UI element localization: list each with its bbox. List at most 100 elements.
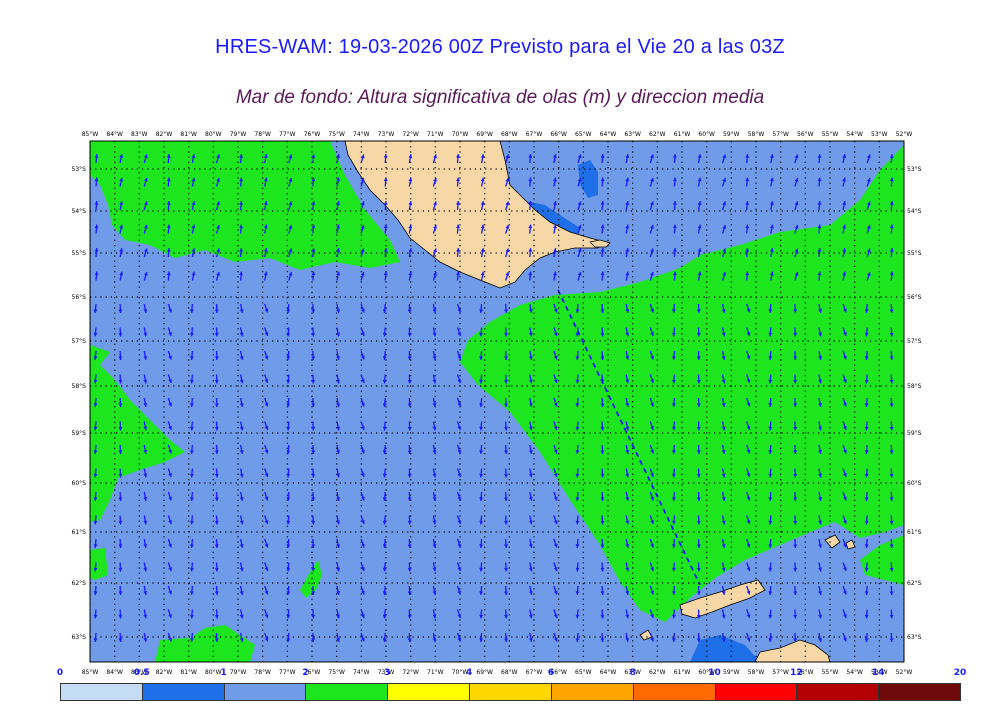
direction-arrow	[649, 585, 654, 595]
direction-arrow	[479, 491, 484, 502]
direction-arrow	[143, 585, 148, 595]
direction-arrow	[214, 397, 219, 408]
latitude-label-right: 56°S	[907, 294, 922, 301]
direction-arrow	[625, 562, 630, 572]
direction-arrow	[768, 515, 773, 525]
direction-arrow	[167, 421, 172, 431]
direction-arrow	[889, 562, 894, 572]
direction-arrow	[382, 632, 387, 643]
direction-arrow	[383, 224, 388, 234]
longitude-label-top: 80°W	[205, 131, 222, 138]
direction-arrow	[214, 538, 219, 549]
direction-arrow	[263, 248, 268, 258]
direction-arrow	[866, 154, 871, 164]
direction-arrow	[190, 468, 194, 478]
direction-arrow	[336, 350, 340, 360]
direction-arrow	[407, 538, 412, 549]
direction-arrow	[407, 327, 412, 337]
direction-arrow	[286, 350, 291, 361]
longitude-label-top: 77°W	[279, 131, 296, 138]
direction-arrow	[528, 397, 533, 407]
direction-arrow	[382, 421, 387, 431]
direction-arrow	[600, 491, 605, 502]
direction-arrow	[889, 515, 894, 525]
direction-arrow	[746, 303, 751, 313]
direction-arrow	[407, 632, 412, 643]
longitude-label-top: 53°W	[871, 131, 888, 138]
direction-arrow	[286, 303, 291, 314]
direction-arrow	[672, 303, 676, 314]
direction-arrow	[600, 350, 605, 361]
direction-arrow	[649, 374, 654, 384]
direction-arrow	[190, 585, 194, 596]
direction-arrow	[575, 327, 580, 337]
direction-arrow	[649, 248, 654, 258]
direction-arrow	[768, 303, 773, 314]
direction-arrow	[407, 491, 412, 502]
longitude-label-top: 59°W	[723, 131, 740, 138]
longitude-label-bottom: 72°W	[402, 669, 419, 676]
direction-arrow	[553, 468, 558, 478]
direction-arrow	[143, 177, 148, 187]
direction-arrow	[93, 327, 98, 337]
direction-arrow	[239, 303, 244, 313]
direction-arrow	[528, 632, 533, 642]
direction-arrow	[264, 609, 269, 619]
direction-arrow	[191, 201, 196, 211]
direction-arrow	[793, 468, 798, 478]
direction-arrow	[575, 538, 580, 549]
latitude-label-right: 63°S	[907, 634, 922, 641]
direction-arrow	[504, 515, 508, 525]
swell-zone-2-3m-southeast	[860, 535, 904, 585]
direction-arrow	[383, 153, 388, 164]
direction-arrow	[600, 515, 605, 525]
direction-arrow	[504, 397, 508, 408]
direction-arrow	[215, 177, 220, 187]
direction-arrow	[600, 200, 605, 211]
direction-arrow	[456, 632, 462, 642]
direction-arrow	[286, 515, 291, 525]
latitude-label-right: 62°S	[907, 580, 922, 587]
direction-arrow	[649, 468, 654, 478]
longitude-label-bottom: 64°W	[600, 669, 617, 676]
direction-arrow	[360, 609, 365, 619]
direction-arrow	[264, 327, 269, 337]
direction-arrow	[504, 632, 508, 643]
direction-arrow	[672, 177, 677, 187]
direction-arrow	[721, 177, 727, 187]
colorbar-label: 4	[465, 668, 473, 678]
direction-arrow	[360, 248, 365, 258]
direction-arrow	[264, 350, 269, 360]
direction-arrow	[649, 327, 654, 337]
direction-arrow	[360, 444, 365, 454]
longitude-label-bottom: 67°W	[526, 669, 543, 676]
direction-arrow	[456, 468, 462, 478]
direction-arrow	[504, 374, 508, 384]
colorbar-label: 20	[953, 668, 967, 678]
direction-arrow	[479, 421, 484, 431]
direction-arrow	[746, 421, 751, 431]
direction-arrow	[889, 397, 894, 408]
direction-arrow	[143, 303, 148, 313]
longitude-label-top: 74°W	[353, 131, 370, 138]
direction-arrow	[382, 374, 387, 384]
direction-arrow	[143, 609, 148, 619]
direction-arrow	[166, 177, 171, 187]
direction-arrow	[793, 374, 798, 384]
direction-arrow	[239, 374, 244, 384]
direction-arrow	[118, 609, 123, 619]
direction-arrow	[864, 468, 869, 478]
direction-arrow	[93, 303, 98, 314]
direction-arrow	[360, 154, 365, 164]
direction-arrow	[118, 397, 123, 408]
direction-arrow	[286, 421, 291, 431]
direction-arrow	[432, 350, 437, 360]
direction-arrow	[143, 468, 148, 478]
direction-arrow	[190, 632, 194, 643]
longitude-label-top: 52°W	[896, 131, 913, 138]
direction-arrow	[407, 303, 412, 314]
direction-arrow	[793, 515, 798, 525]
colorbar-label: 2	[302, 668, 309, 678]
direction-arrow	[479, 562, 484, 572]
direction-arrow	[190, 515, 194, 525]
